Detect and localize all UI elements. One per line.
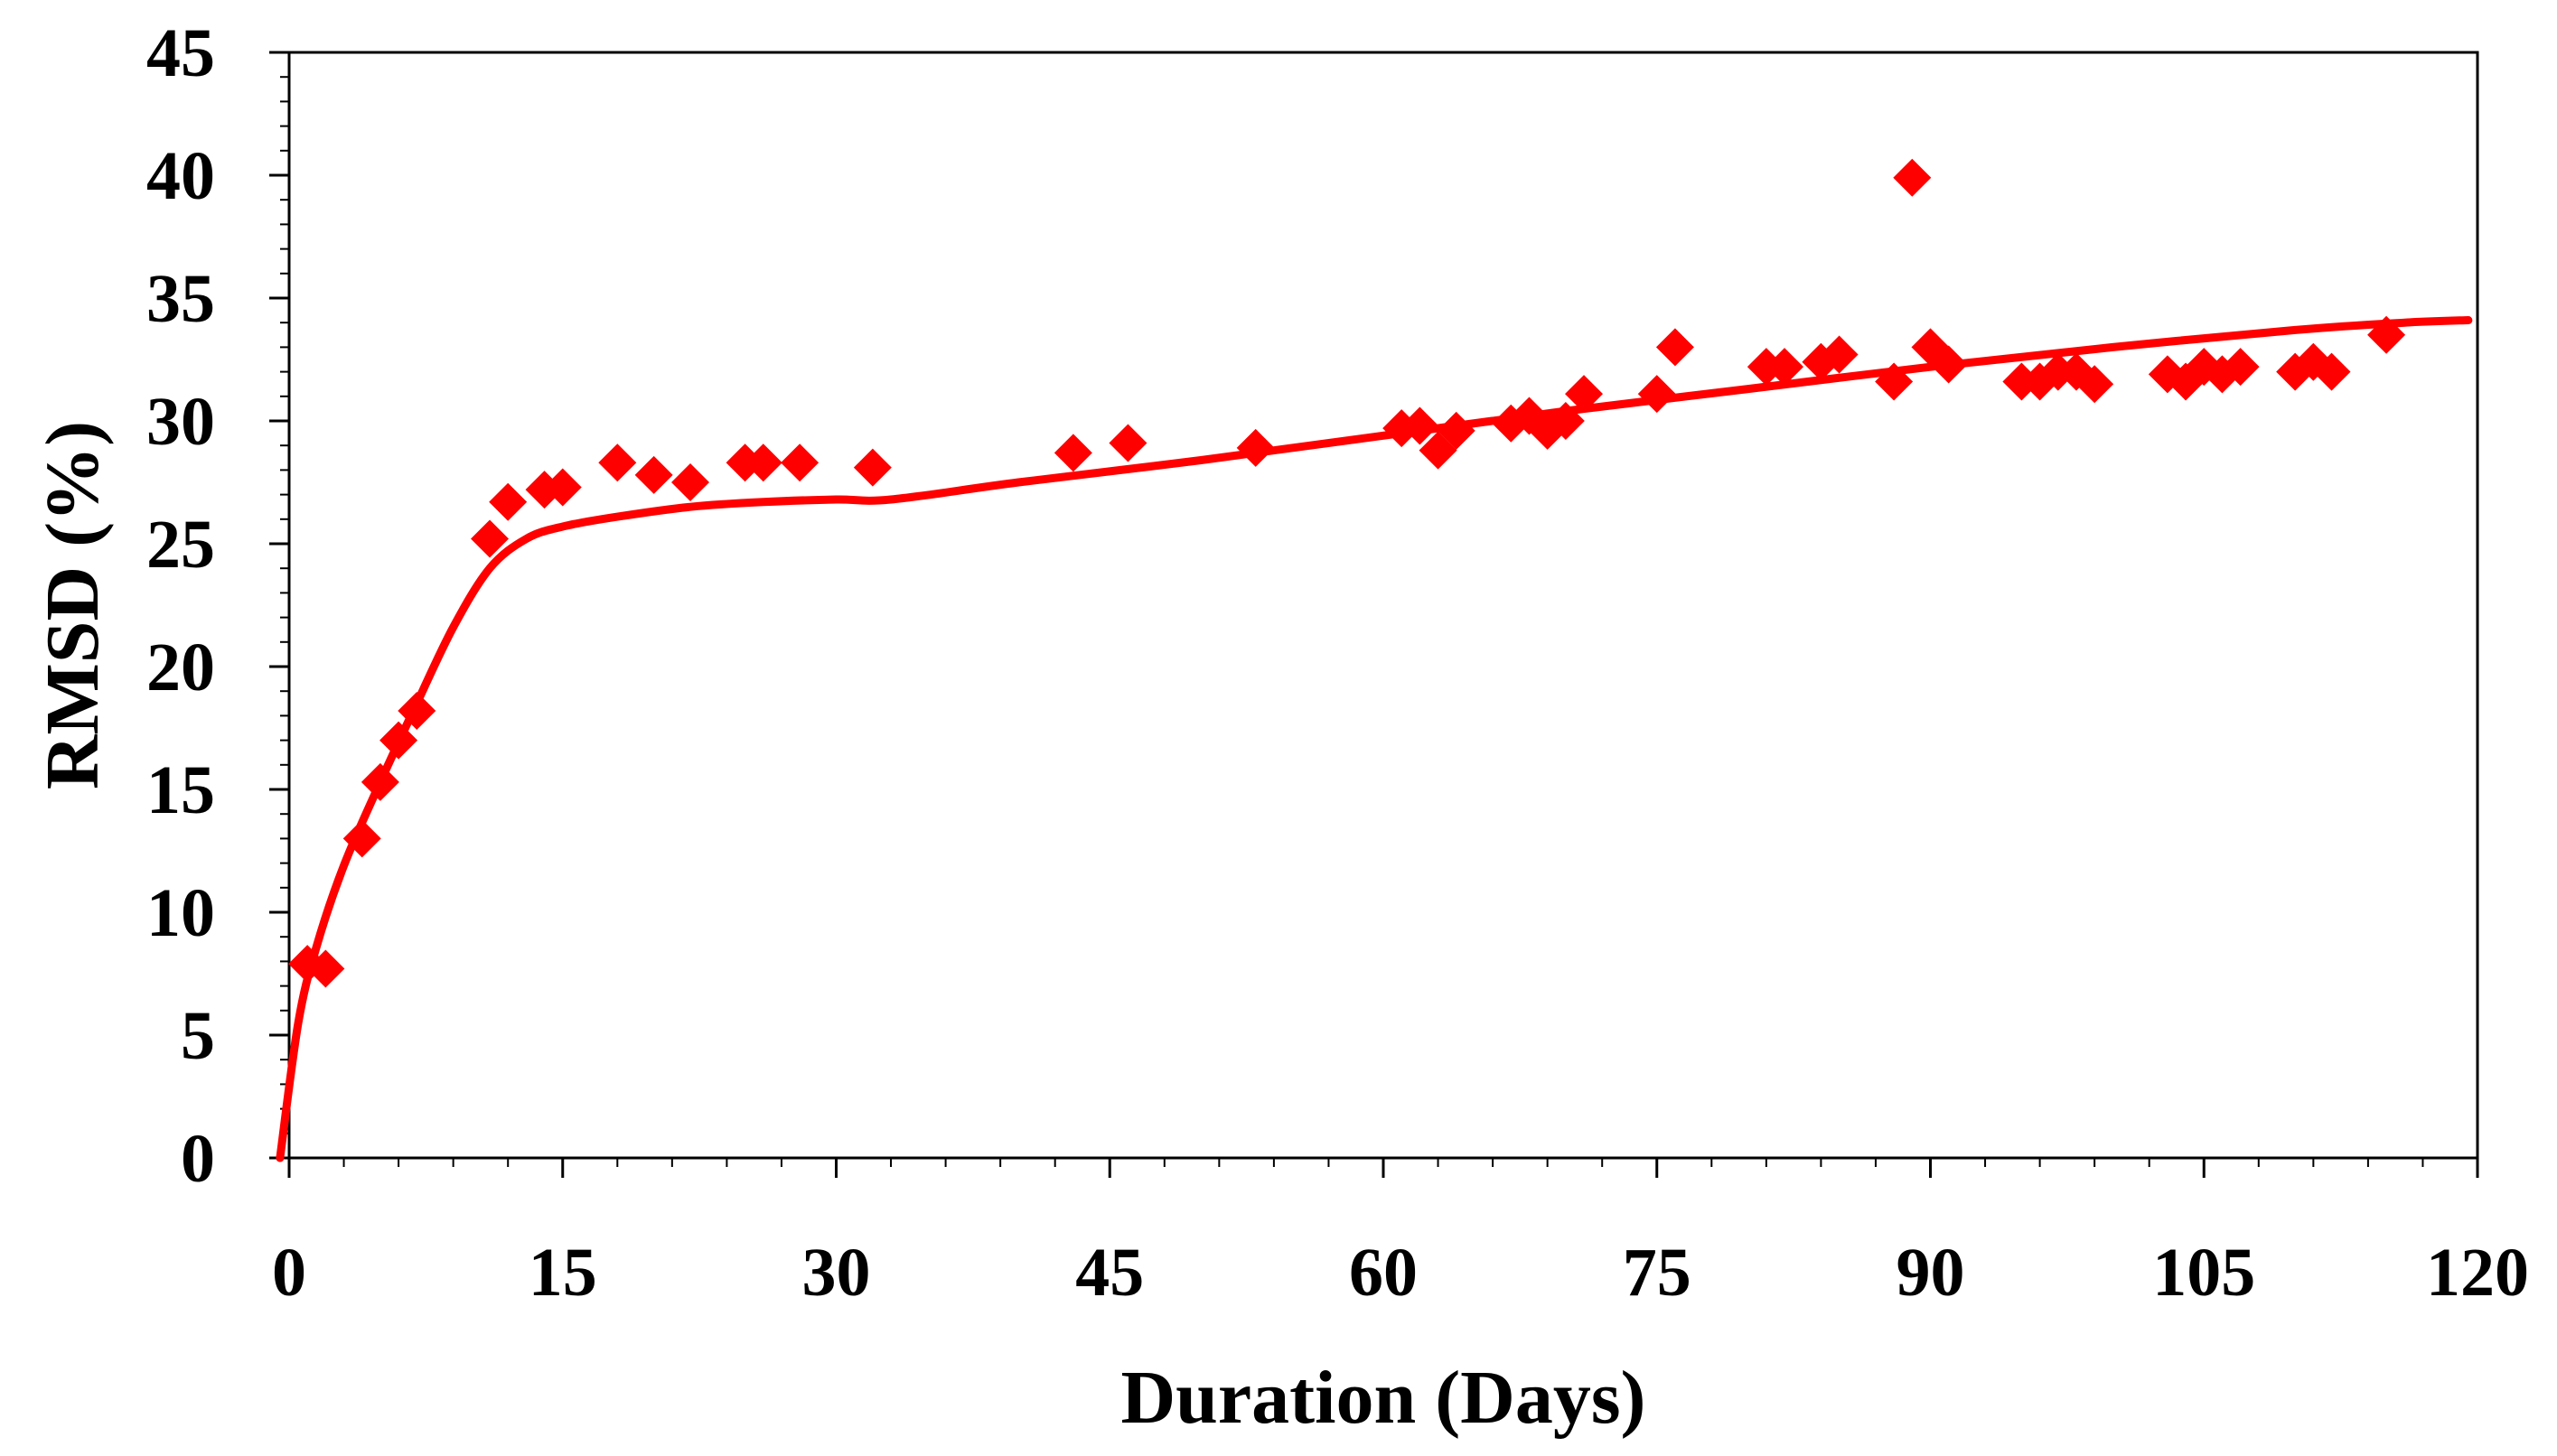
x-tick-label: 30 <box>802 1235 871 1311</box>
x-axis-title: Duration (Days) <box>1121 1356 1646 1440</box>
x-tick-label: 45 <box>1075 1235 1144 1311</box>
y-tick-label: 5 <box>181 998 215 1074</box>
data-point <box>489 482 528 521</box>
data-point <box>379 721 418 760</box>
data-point <box>1437 411 1475 450</box>
data-point <box>342 819 381 858</box>
x-tick-label: 75 <box>1623 1235 1691 1311</box>
y-tick-label: 20 <box>146 630 215 705</box>
data-point <box>853 448 892 487</box>
x-tick-label: 0 <box>272 1235 306 1311</box>
data-point <box>543 468 582 507</box>
y-axis-title: RMSD (%) <box>31 421 115 789</box>
x-tick-label: 120 <box>2426 1235 2529 1311</box>
data-point <box>471 519 510 558</box>
data-point <box>744 443 782 482</box>
data-point <box>2312 352 2351 391</box>
data-point <box>1054 434 1092 472</box>
y-tick-labels: 0 5 10 15 20 25 30 35 40 45 <box>146 15 215 1197</box>
plot-frame <box>287 51 2479 1160</box>
data-point <box>1236 428 1275 467</box>
x-tick-labels: 0 15 30 45 60 75 90 105 120 <box>272 1235 2529 1311</box>
data-point <box>1400 406 1439 445</box>
trend-line-layer <box>276 316 2473 1162</box>
data-point <box>634 455 673 494</box>
y-tick-label: 10 <box>146 875 215 951</box>
x-tick-label: 15 <box>529 1235 597 1311</box>
data-point <box>671 463 710 501</box>
data-point <box>1875 362 1914 401</box>
data-point <box>1109 424 1147 462</box>
data-point <box>2221 348 2260 387</box>
data-point <box>2367 315 2406 354</box>
y-tick-label: 25 <box>146 507 215 583</box>
data-point <box>361 762 399 801</box>
y-tick-label: 15 <box>146 752 215 828</box>
x-tick-label: 60 <box>1349 1235 1418 1311</box>
y-major-ticks <box>269 51 289 1160</box>
data-point <box>781 443 820 482</box>
y-tick-label: 30 <box>146 384 215 460</box>
trend-line <box>276 316 2473 1162</box>
data-point <box>2075 365 2114 404</box>
x-tick-label: 90 <box>1897 1235 1965 1311</box>
data-point <box>1766 348 1804 387</box>
y-tick-label: 40 <box>146 138 215 214</box>
y-tick-label: 0 <box>181 1121 215 1197</box>
x-major-ticks <box>287 1158 2479 1178</box>
y-tick-label: 35 <box>146 261 215 337</box>
x-tick-label: 105 <box>2152 1235 2255 1311</box>
data-points-layer <box>288 158 2406 988</box>
data-point <box>398 691 436 730</box>
data-point <box>1820 335 1859 374</box>
data-point <box>598 443 637 482</box>
data-point <box>1637 375 1676 414</box>
data-point <box>1565 375 1604 414</box>
data-point <box>1929 345 1968 384</box>
y-tick-label: 45 <box>146 15 215 91</box>
data-point <box>306 949 345 988</box>
data-point <box>1546 402 1585 440</box>
data-point <box>1893 158 1932 197</box>
data-point <box>1655 328 1694 367</box>
